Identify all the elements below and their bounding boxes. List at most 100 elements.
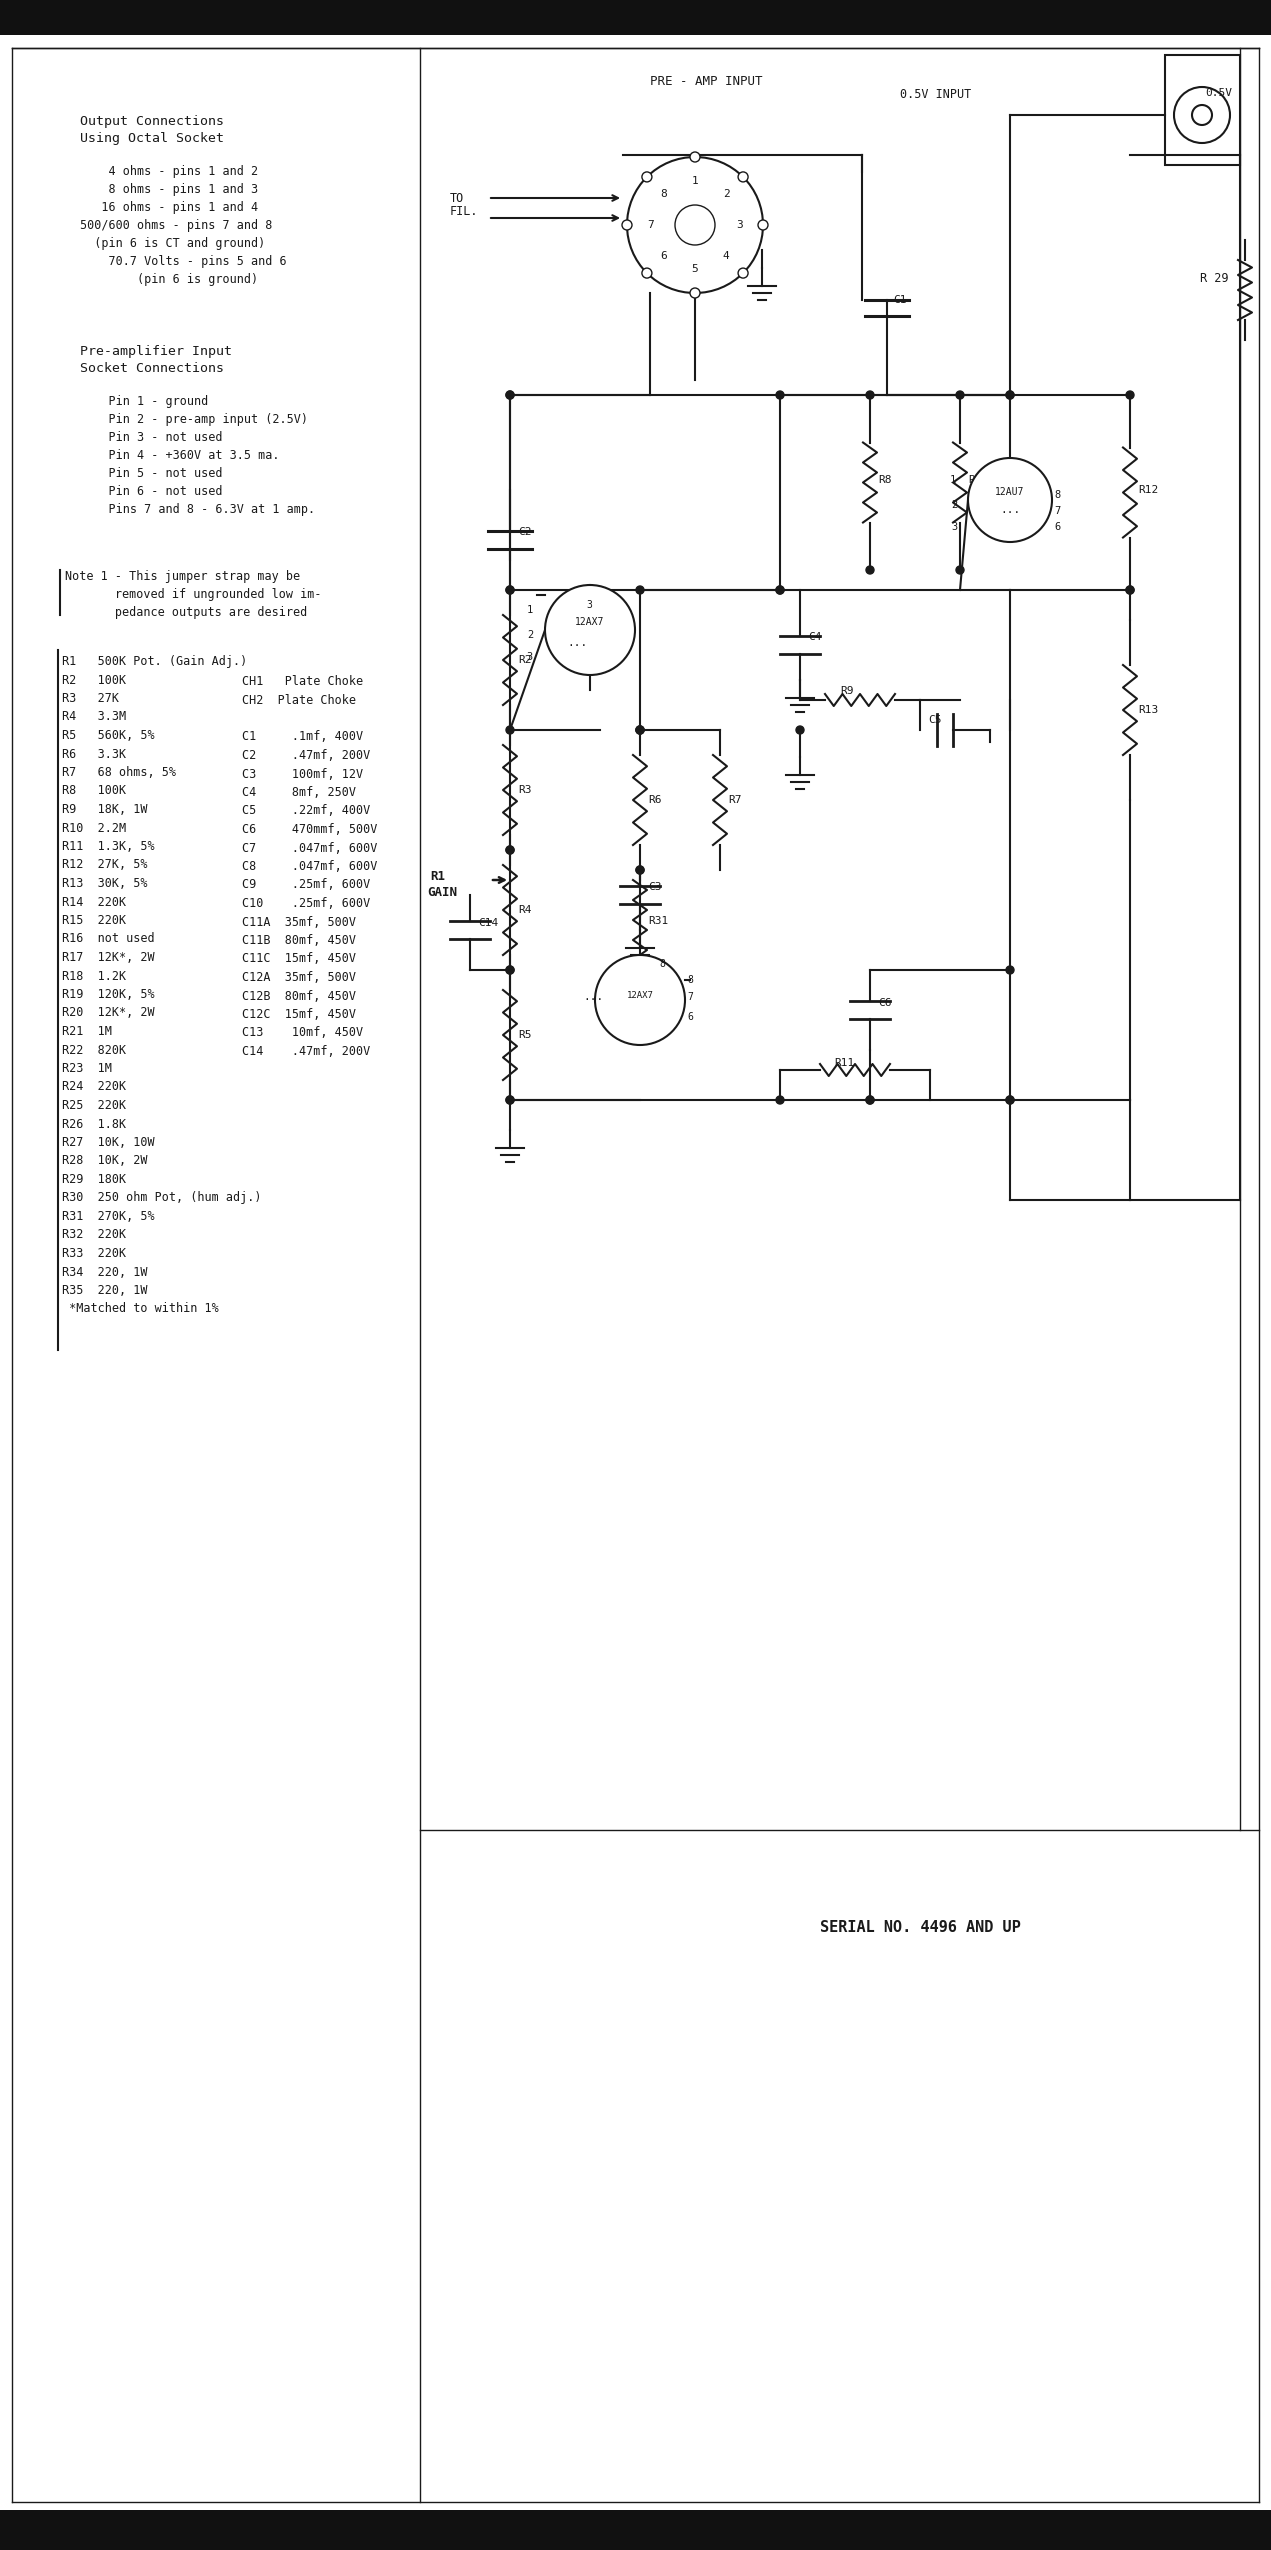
Circle shape — [636, 867, 644, 875]
Text: R1   500K Pot. (Gain Adj.)
R2   100K
R3   27K
R4   3.3M
R5   560K, 5%
R6   3.3K
: R1 500K Pot. (Gain Adj.) R2 100K R3 27K … — [62, 655, 262, 1316]
Circle shape — [956, 566, 963, 574]
Circle shape — [506, 847, 513, 854]
Text: R 29: R 29 — [1200, 273, 1229, 286]
Circle shape — [866, 1096, 874, 1104]
Text: TO: TO — [450, 191, 464, 204]
Text: R2: R2 — [519, 655, 531, 666]
Circle shape — [622, 219, 632, 230]
Circle shape — [1174, 87, 1230, 143]
Text: FIL.: FIL. — [450, 204, 478, 217]
Circle shape — [636, 727, 644, 734]
Circle shape — [636, 727, 644, 734]
Text: 8: 8 — [661, 189, 667, 199]
Circle shape — [636, 727, 644, 734]
Text: CH1   Plate Choke
CH2  Plate Choke

C1     .1mf, 400V
C2     .47mf, 200V
C3     : CH1 Plate Choke CH2 Plate Choke C1 .1mf,… — [241, 676, 377, 1058]
Circle shape — [758, 219, 768, 230]
Text: ...: ... — [568, 638, 588, 648]
Circle shape — [595, 956, 685, 1046]
Circle shape — [506, 586, 513, 594]
Text: 6: 6 — [1054, 523, 1060, 533]
Circle shape — [777, 1096, 784, 1104]
Text: R1: R1 — [430, 870, 445, 882]
Text: PRE - AMP INPUT: PRE - AMP INPUT — [649, 74, 763, 89]
Text: 1: 1 — [949, 474, 956, 484]
Circle shape — [506, 1096, 513, 1104]
Text: 4: 4 — [723, 252, 730, 260]
Text: Output Connections
Using Octal Socket: Output Connections Using Octal Socket — [80, 115, 224, 145]
Circle shape — [506, 390, 513, 398]
Circle shape — [675, 204, 716, 245]
Text: 5: 5 — [691, 265, 698, 275]
Circle shape — [506, 966, 513, 974]
Text: R12: R12 — [1138, 484, 1158, 495]
Circle shape — [627, 158, 763, 293]
Text: Pre-amplifier Input
Socket Connections: Pre-amplifier Input Socket Connections — [80, 344, 233, 375]
Text: 8: 8 — [658, 959, 665, 969]
Text: 2: 2 — [952, 500, 958, 510]
Text: C2: C2 — [519, 528, 531, 538]
Circle shape — [690, 288, 700, 298]
Circle shape — [777, 586, 784, 594]
Text: 12AU7: 12AU7 — [995, 487, 1024, 497]
Circle shape — [1192, 105, 1213, 125]
Circle shape — [1007, 1096, 1014, 1104]
Circle shape — [866, 1096, 874, 1104]
Text: 2: 2 — [526, 630, 533, 640]
Circle shape — [1126, 586, 1134, 594]
Circle shape — [506, 727, 513, 734]
Circle shape — [506, 390, 513, 398]
Text: R31: R31 — [648, 915, 669, 926]
Circle shape — [545, 584, 636, 676]
Text: R11: R11 — [834, 1058, 854, 1068]
Circle shape — [642, 171, 652, 181]
Circle shape — [1007, 390, 1014, 398]
Circle shape — [506, 847, 513, 854]
Text: C6: C6 — [878, 997, 891, 1007]
Circle shape — [738, 268, 749, 278]
Circle shape — [636, 867, 644, 875]
Text: 1: 1 — [691, 176, 698, 186]
Circle shape — [1126, 390, 1134, 398]
Text: 3: 3 — [952, 523, 958, 533]
Text: 8: 8 — [688, 974, 693, 984]
Bar — [0, 2509, 1271, 2550]
Text: R10: R10 — [969, 474, 989, 484]
Text: 1: 1 — [526, 604, 533, 615]
Circle shape — [956, 390, 963, 398]
Circle shape — [796, 727, 805, 734]
Text: R13: R13 — [1138, 704, 1158, 714]
Text: 12AX7: 12AX7 — [627, 989, 653, 1000]
Text: C14: C14 — [478, 918, 498, 928]
Text: 4 ohms - pins 1 and 2
    8 ohms - pins 1 and 3
   16 ohms - pins 1 and 4
500/60: 4 ohms - pins 1 and 2 8 ohms - pins 1 an… — [80, 166, 287, 286]
Text: 7: 7 — [688, 992, 693, 1002]
Circle shape — [642, 268, 652, 278]
Circle shape — [1007, 1096, 1014, 1104]
Text: SERIAL NO. 4496 AND UP: SERIAL NO. 4496 AND UP — [820, 1920, 1021, 1935]
Circle shape — [636, 586, 644, 594]
Text: R7: R7 — [728, 796, 741, 806]
Text: 6: 6 — [688, 1012, 693, 1023]
Text: 3: 3 — [736, 219, 742, 230]
Text: 6: 6 — [661, 252, 667, 260]
Circle shape — [866, 390, 874, 398]
Text: 3: 3 — [586, 599, 592, 609]
Circle shape — [1007, 966, 1014, 974]
Text: R3: R3 — [519, 785, 531, 796]
Text: 0.5V: 0.5V — [1205, 89, 1232, 97]
Text: GAIN: GAIN — [427, 885, 458, 900]
Text: C3: C3 — [648, 882, 661, 892]
Text: C5: C5 — [928, 714, 942, 724]
Text: ...: ... — [583, 992, 604, 1002]
Circle shape — [506, 1096, 513, 1104]
Text: ...: ... — [1000, 505, 1021, 515]
Text: C4: C4 — [808, 632, 821, 643]
Text: 2: 2 — [723, 189, 730, 199]
Circle shape — [690, 153, 700, 163]
Text: R4: R4 — [519, 905, 531, 915]
Circle shape — [969, 459, 1052, 543]
Circle shape — [506, 966, 513, 974]
Circle shape — [777, 586, 784, 594]
Circle shape — [1007, 390, 1014, 398]
Text: R9: R9 — [840, 686, 854, 696]
Circle shape — [866, 566, 874, 574]
